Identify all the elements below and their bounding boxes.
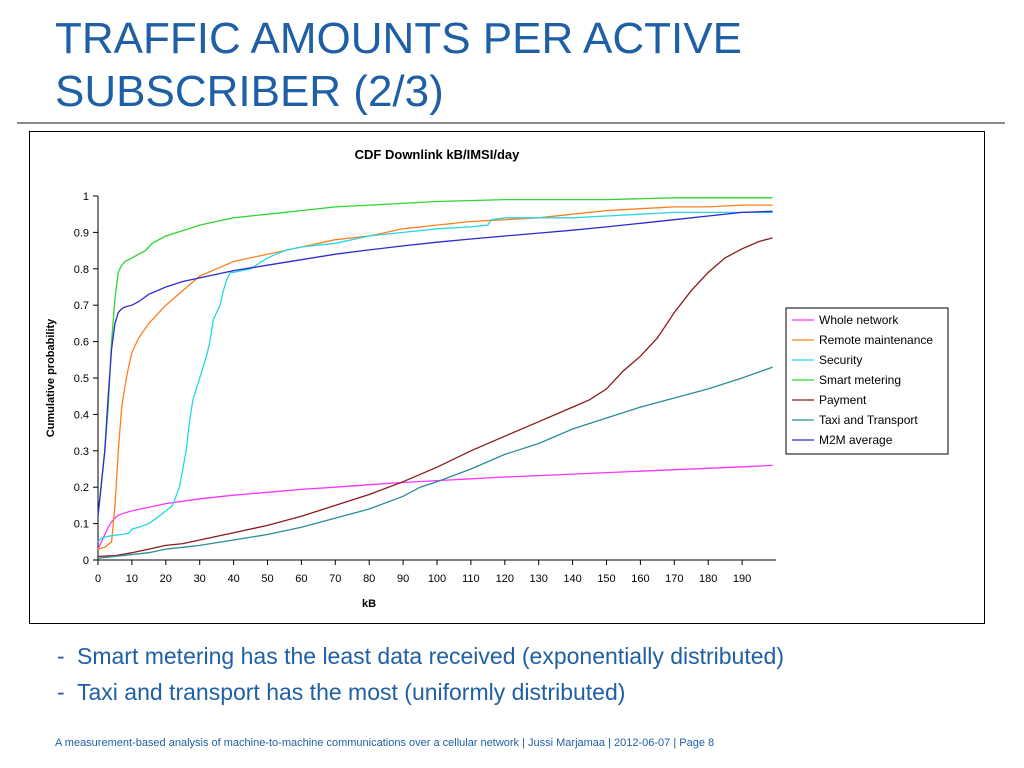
chart-title: CDF Downlink kB/IMSI/day [355,147,520,162]
x-tick-label: 160 [631,573,649,585]
x-tick-label: 70 [329,573,341,585]
x-tick-label: 170 [665,573,683,585]
series-line [97,210,773,517]
y-tick-label: 0 [83,555,89,567]
y-tick-label: 0.5 [74,373,89,385]
legend-label: Taxi and Transport [819,413,918,427]
bullet-dash: - [57,642,65,669]
slide-title-line1: TRAFFIC AMOUNTS PER ACTIVE [55,14,742,63]
legend-label: Remote maintenance [819,333,933,347]
bullet-dash: - [57,678,65,705]
y-tick-label: 0.3 [74,446,89,458]
bullet-text: Smart metering has the least data receiv… [77,642,784,669]
x-tick-label: 110 [462,573,480,585]
y-tick-label: 0.2 [74,482,89,494]
x-tick-label: 90 [397,573,409,585]
x-axis-label: kB [362,598,376,610]
legend-label: Payment [819,393,867,407]
slide-title-line2: SUBSCRIBER (2/3) [55,67,444,116]
chart-panel: CDF Downlink kB/IMSI/day 0 0.1 0.2 0.3 0.4 0.5… [29,131,985,624]
y-tick-label: 0.1 [74,519,89,531]
y-tick-label: 1 [83,191,89,203]
title-divider [17,122,1005,124]
x-tick-label: 60 [295,573,307,585]
x-tick-label: 100 [428,573,446,585]
series-line [97,197,773,517]
x-tick-label: 180 [699,573,717,585]
legend-label: M2M average [819,433,893,447]
cdf-chart: CDF Downlink kB/IMSI/day 0 0.1 0.2 0.3 0.4 0.5… [45,147,949,610]
y-axis-label: Cumulative probability [45,318,57,437]
x-tick-label: 130 [530,573,548,585]
y-tick-label: 0.4 [74,409,89,421]
slide-title: TRAFFIC AMOUNTS PER ACTIVE SUBSCRIBER (2… [55,12,955,118]
series-line [97,204,773,550]
bullet-item: - Taxi and transport has the most (unifo… [57,674,784,710]
x-tick-label: 190 [733,573,751,585]
x-tick-label: 120 [496,573,514,585]
x-tick-label: 140 [563,573,581,585]
series-line [97,237,773,558]
x-tick-label: 20 [160,573,172,585]
y-tick-label: 0.8 [74,264,89,276]
series-line [97,366,773,559]
legend-label: Whole network [819,313,899,327]
legend-label: Security [819,353,862,367]
x-tick-label: 40 [227,573,239,585]
slide-footer: A measurement-based analysis of machine-… [55,737,715,749]
series-line [97,464,773,550]
legend-label: Smart metering [819,373,901,387]
x-tick-label: 50 [261,573,273,585]
legend-box [785,307,949,455]
x-tick-label: 30 [194,573,206,585]
y-tick-label: 0.7 [74,300,89,312]
y-tick-label: 0.9 [74,227,89,239]
bullet-item: - Smart metering has the least data rece… [57,638,784,674]
x-tick-label: 150 [597,573,615,585]
y-tick-label: 0.6 [74,337,89,349]
x-tick-label: 80 [363,573,375,585]
x-tick-label: 0 [95,573,101,585]
bullet-text: Taxi and transport has the most (uniform… [77,678,626,705]
bullet-list: - Smart metering has the least data rece… [57,638,784,710]
x-tick-label: 10 [126,573,138,585]
series-line [97,211,773,543]
